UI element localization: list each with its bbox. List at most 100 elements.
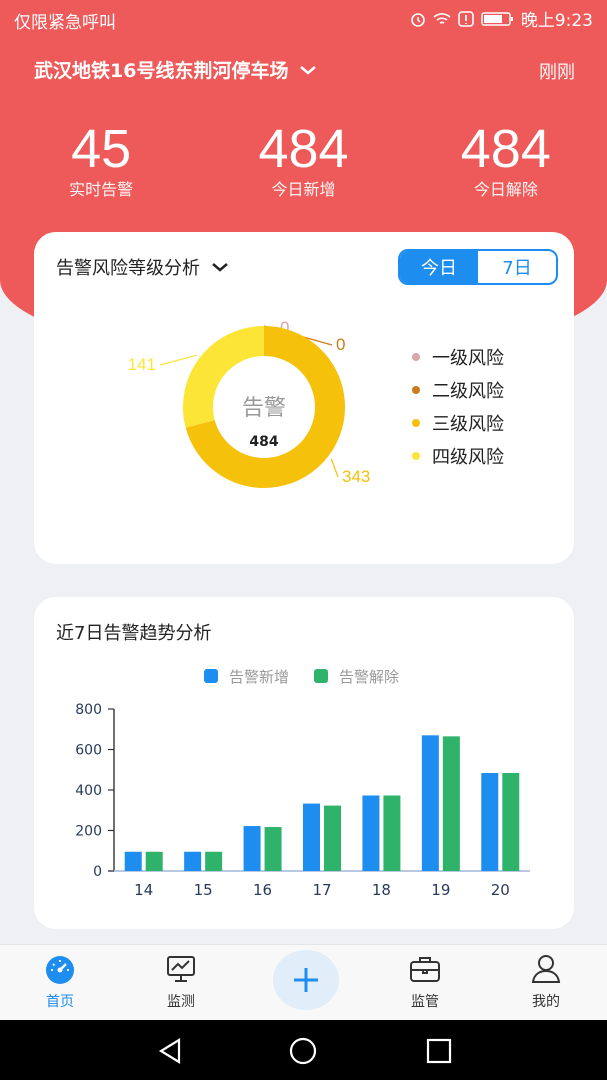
trend-bar-chart: 告警新增 告警解除 0 200 400 600 800 14 15 16 17 18 19 20	[75, 668, 530, 899]
kpi-label: 实时告警	[69, 180, 134, 199]
status-bar: 仅限紧急呼叫 晚上9:23	[0, 0, 607, 38]
tab-label: 我的	[532, 994, 560, 1010]
back-icon[interactable]	[155, 1036, 185, 1066]
legend-label: 二级风险	[432, 380, 504, 402]
legend-item[interactable]: 三级风险	[412, 406, 504, 439]
tab-today[interactable]: 今日	[400, 251, 478, 283]
tab-monitor[interactable]: 监测	[136, 953, 226, 1011]
legend-label: 三级风险	[432, 413, 504, 435]
tab-label: 首页	[46, 994, 74, 1010]
bar	[481, 772, 499, 871]
kpi-row: 45 实时告警 484 今日新增 484 今日解除	[0, 118, 607, 200]
y-tick-label: 400	[75, 783, 102, 799]
donut-value-label: 0	[336, 335, 345, 354]
legend-dot	[412, 418, 420, 427]
x-tick-label: 17	[312, 881, 331, 899]
bar	[324, 805, 341, 871]
y-tick-label: 0	[93, 864, 102, 880]
y-tick-label: 200	[75, 824, 102, 840]
trend-card-title: 近7日告警趋势分析	[56, 619, 211, 645]
bar	[502, 772, 520, 871]
chevron-down-icon	[212, 263, 228, 272]
x-tick-label: 19	[431, 881, 450, 899]
risk-card-title-text: 告警风险等级分析	[56, 258, 200, 279]
alarm-icon	[411, 12, 425, 27]
bar	[243, 826, 261, 871]
alert-icon	[458, 10, 474, 27]
donut-center-value: 484	[249, 434, 278, 450]
briefcase-icon	[410, 957, 440, 982]
bar	[303, 803, 320, 871]
dashboard-icon	[46, 956, 74, 984]
plus-icon	[294, 968, 318, 992]
legend-item[interactable]: 一级风险	[412, 340, 504, 373]
legend-dot	[412, 451, 420, 460]
chevron-down-icon	[300, 65, 317, 75]
tab-label: 监测	[167, 994, 195, 1010]
bar	[362, 795, 380, 871]
legend-item[interactable]: 四级风险	[412, 439, 504, 472]
period-toggle: 今日 7日	[398, 249, 558, 285]
kpi-today-resolved[interactable]: 484 今日解除	[405, 118, 607, 200]
x-tick-label: 14	[134, 881, 153, 899]
x-tick-label: 15	[194, 881, 213, 899]
kpi-realtime-alerts[interactable]: 45 实时告警	[0, 118, 202, 200]
carrier-text: 仅限紧急呼叫	[14, 13, 116, 33]
bar	[442, 736, 460, 871]
risk-level-card: 告警风险等级分析 今日 7日 0 0 343 141 告警 484 一级风险二级风险三级风…	[34, 232, 574, 564]
monitor-icon	[167, 956, 195, 982]
kpi-label: 今日解除	[473, 180, 538, 199]
station-selector[interactable]: 武汉地铁16号线东荆河停车场	[34, 56, 318, 83]
tab-supervise[interactable]: 监管	[380, 953, 470, 1011]
tab-7days[interactable]: 7日	[502, 258, 532, 279]
legend-dot	[412, 352, 420, 361]
trend-card: 近7日告警趋势分析 告警新增 告警解除 0 200 400 600 800 14 15 16 17 1…	[34, 597, 574, 929]
trend-card-title-text: 近7日告警趋势分析	[56, 623, 212, 644]
donut-value-label: 343	[342, 467, 370, 486]
refresh-status: 刚刚	[539, 62, 575, 83]
home-icon[interactable]	[288, 1036, 318, 1066]
user-icon	[531, 955, 561, 983]
x-tick-label: 16	[253, 881, 272, 899]
chart-legend-label: 告警新增	[229, 668, 289, 686]
donut-center-label: 告警	[242, 396, 286, 421]
donut-slice	[183, 326, 265, 428]
donut-slice	[185, 326, 345, 488]
chart-legend-swatch	[204, 669, 218, 683]
bar	[421, 735, 439, 871]
add-button[interactable]	[273, 950, 339, 1010]
tab-label: 监管	[411, 994, 439, 1010]
wifi-icon	[433, 12, 451, 24]
donut-value-label: 0	[280, 318, 289, 337]
bar	[264, 827, 282, 871]
donut-value-label: 141	[128, 355, 156, 374]
system-nav-bar	[0, 1020, 607, 1080]
kpi-label: 今日新增	[271, 180, 336, 199]
legend-item[interactable]: 二级风险	[412, 373, 504, 406]
bar	[383, 795, 401, 871]
risk-donut-chart: 0 0 343 141 告警 484	[128, 318, 370, 488]
recents-icon[interactable]	[424, 1036, 454, 1066]
bar	[145, 851, 163, 871]
y-tick-label: 600	[75, 743, 102, 759]
tab-home[interactable]: 首页	[15, 953, 105, 1011]
chart-legend-label: 告警解除	[339, 668, 399, 686]
risk-legend: 一级风险二级风险三级风险四级风险	[412, 340, 504, 472]
donut-label-line	[330, 458, 339, 478]
kpi-value: 45	[71, 119, 132, 179]
kpi-value: 484	[460, 119, 551, 179]
legend-label: 四级风险	[432, 446, 504, 468]
x-tick-label: 18	[372, 881, 391, 899]
bar	[205, 851, 223, 871]
legend-label: 一级风险	[432, 347, 504, 369]
clock-text: 晚上9:23	[520, 11, 593, 31]
x-tick-label: 20	[491, 881, 510, 899]
donut-label-line	[159, 354, 197, 366]
kpi-value: 484	[258, 119, 349, 179]
station-name: 武汉地铁16号线东荆河停车场	[34, 60, 289, 82]
legend-dot	[412, 385, 420, 394]
risk-card-title[interactable]: 告警风险等级分析	[56, 254, 230, 280]
chart-legend-swatch	[314, 669, 328, 683]
tab-mine[interactable]: 我的	[501, 953, 591, 1011]
kpi-today-new[interactable]: 484 今日新增	[202, 118, 404, 200]
